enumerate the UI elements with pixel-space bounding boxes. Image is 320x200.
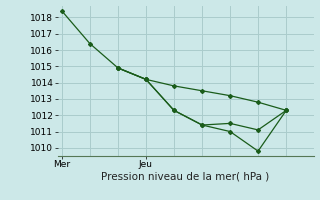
X-axis label: Pression niveau de la mer( hPa ): Pression niveau de la mer( hPa ) [101, 172, 270, 182]
